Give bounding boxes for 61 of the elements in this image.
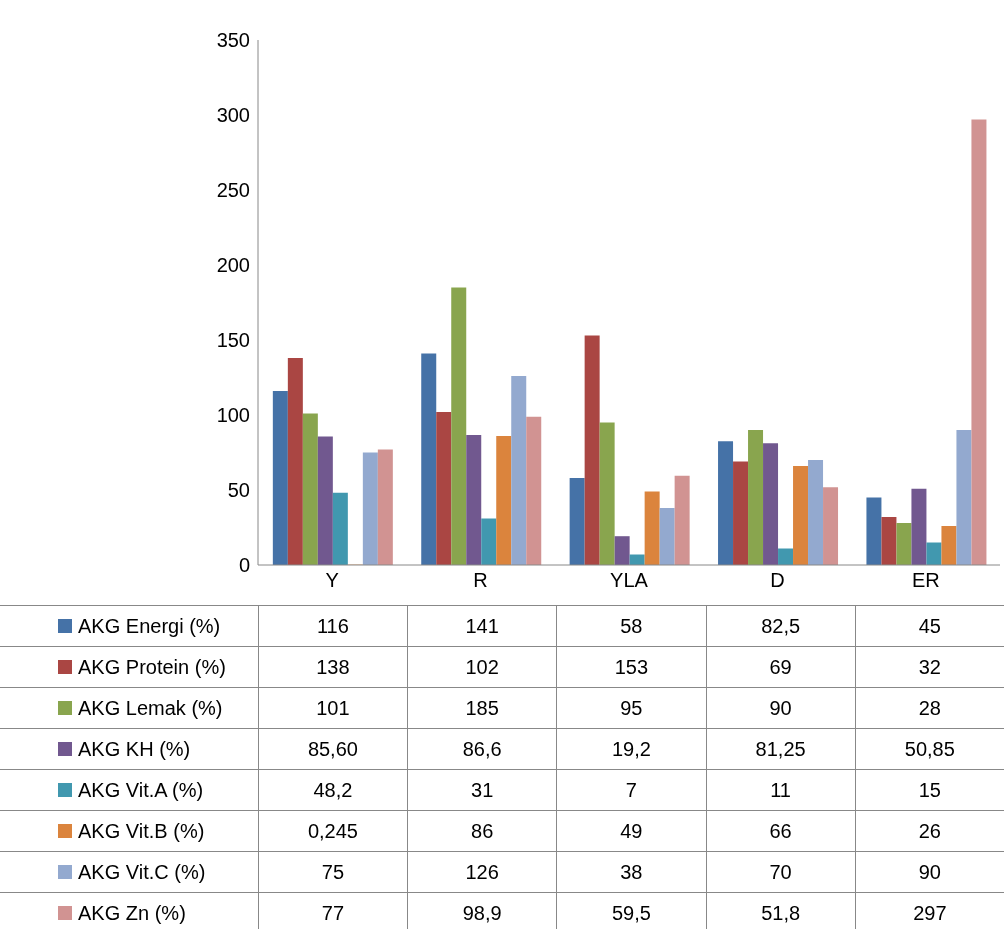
data-label: 141 (407, 606, 557, 646)
x-tick-label: D (770, 569, 785, 592)
legend-label: AKG Protein (%) (78, 655, 226, 679)
data-label: 45 (854, 606, 1004, 646)
data-label: 297 (854, 893, 1004, 929)
x-tick-label: Y (325, 569, 339, 592)
legend-label: AKG Zn (%) (78, 901, 186, 925)
data-label: 32 (854, 647, 1004, 687)
data-label: 58 (556, 606, 706, 646)
data-label: 138 (257, 647, 408, 687)
data-label: 66 (705, 811, 855, 851)
legend-label: AKG Energi (%) (78, 614, 221, 638)
data-label: 7 (556, 770, 706, 810)
data-label: 77 (257, 893, 408, 929)
x-tick-label: R (473, 569, 488, 592)
data-label: 153 (556, 647, 706, 687)
data-label: 28 (854, 688, 1004, 728)
data-label: 38 (556, 852, 706, 892)
data-label: 116 (257, 606, 408, 646)
data-label: 11 (705, 770, 855, 810)
legend-label: AKG Vit.B (%) (78, 819, 205, 843)
y-tick-label: 300 (216, 104, 250, 127)
legend-label: AKG Lemak (%) (78, 696, 223, 720)
legend-label: AKG Vit.A (%) (78, 778, 204, 802)
y-tick-label: 50 (227, 479, 250, 502)
y-tick-label: 100 (216, 404, 250, 427)
data-label: 185 (407, 688, 557, 728)
data-label: 26 (854, 811, 1004, 851)
y-tick-label: 200 (216, 254, 250, 277)
data-label: 98,9 (407, 893, 557, 929)
data-label: 81,25 (705, 729, 855, 769)
x-tick-label: ER (911, 569, 940, 592)
x-tick-label: YLA (610, 569, 649, 592)
data-label: 19,2 (556, 729, 706, 769)
data-label: 49 (556, 811, 706, 851)
data-label: 0,245 (257, 811, 408, 851)
data-label: 126 (407, 852, 557, 892)
data-label: 69 (705, 647, 855, 687)
data-label: 102 (407, 647, 557, 687)
data-label: 82,5 (705, 606, 855, 646)
data-label: 51,8 (705, 893, 855, 929)
data-label: 59,5 (556, 893, 706, 929)
y-tick-label: 0 (238, 554, 250, 577)
y-tick-label: 250 (216, 179, 250, 202)
y-tick-label: 350 (216, 29, 250, 52)
data-label: 50,85 (854, 729, 1004, 769)
data-label: 86 (407, 811, 557, 851)
data-label: 90 (854, 852, 1004, 892)
data-label: 75 (257, 852, 408, 892)
legend-label: AKG KH (%) (78, 737, 191, 761)
data-label: 48,2 (257, 770, 408, 810)
data-label: 95 (556, 688, 706, 728)
data-label: 90 (705, 688, 855, 728)
data-label: 70 (705, 852, 855, 892)
data-label: 86,6 (407, 729, 557, 769)
y-tick-label: 150 (216, 329, 250, 352)
data-label: 85,60 (257, 729, 408, 769)
data-label: 31 (407, 770, 557, 810)
data-label: 101 (257, 688, 408, 728)
data-label: 15 (854, 770, 1004, 810)
legend-label: AKG Vit.C (%) (78, 860, 206, 884)
